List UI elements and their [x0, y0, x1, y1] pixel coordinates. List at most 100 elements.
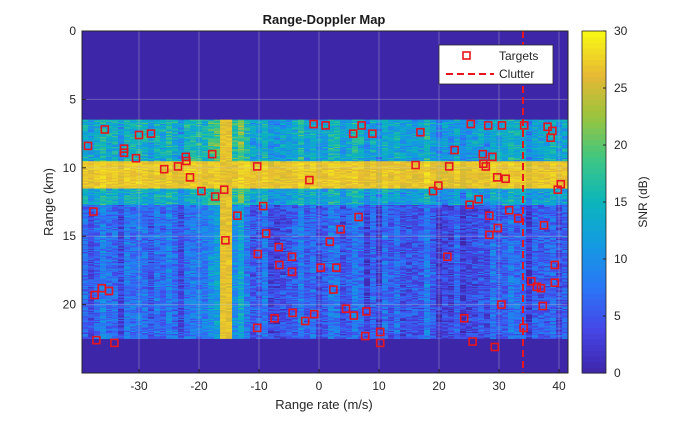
heatmap-cell	[532, 126, 539, 128]
heatmap-cell	[370, 120, 377, 123]
heatmap-cell	[88, 129, 95, 131]
heatmap-cell	[364, 121, 371, 124]
heatmap-cell	[460, 126, 467, 128]
heatmap-cell	[352, 128, 359, 130]
heatmap-cell	[466, 128, 473, 130]
heatmap-cell	[550, 128, 557, 130]
heatmap-cell	[484, 122, 491, 125]
heatmap-cell	[472, 122, 479, 125]
heatmap-cell	[388, 127, 395, 129]
heatmap-cell	[454, 126, 461, 128]
heatmap-cell	[148, 128, 155, 130]
heatmap-cell	[154, 121, 161, 124]
heatmap-cell	[556, 121, 563, 124]
heatmap-cell	[136, 125, 143, 127]
heatmap-cell	[424, 119, 431, 122]
heatmap-cell	[364, 126, 371, 128]
heatmap-cell	[508, 126, 515, 128]
heatmap-cell	[532, 124, 539, 126]
heatmap-cell	[526, 121, 533, 124]
heatmap-cell	[328, 125, 335, 127]
heatmap-cell	[544, 119, 551, 122]
heatmap-cell	[106, 127, 113, 129]
heatmap-cell	[160, 125, 167, 127]
heatmap-cell	[208, 122, 215, 125]
heatmap-cell	[208, 130, 215, 133]
heatmap-cell	[118, 128, 125, 130]
heatmap-cell	[478, 124, 485, 126]
heatmap-cell	[322, 122, 329, 125]
heatmap-cell	[118, 122, 125, 125]
heatmap-cell	[334, 125, 341, 127]
heatmap-cell	[226, 125, 233, 127]
heatmap-cell	[406, 122, 413, 125]
heatmap-cell	[538, 121, 545, 124]
heatmap-cell	[550, 121, 557, 124]
heatmap-cell	[214, 127, 221, 129]
heatmap-cell	[100, 119, 107, 122]
heatmap-cell	[100, 128, 107, 130]
heatmap-cell	[388, 122, 395, 125]
heatmap-cell	[310, 120, 317, 123]
heatmap-cell	[226, 126, 233, 128]
heatmap-cell	[112, 120, 119, 123]
heatmap-cell	[172, 129, 179, 131]
heatmap-cell	[316, 119, 323, 122]
heatmap-cell	[196, 130, 203, 133]
heatmap-cell	[202, 121, 209, 124]
heatmap-cell	[352, 124, 359, 126]
heatmap-cell	[238, 120, 245, 123]
heatmap-cell	[478, 119, 485, 122]
heatmap-cell	[508, 120, 515, 123]
heatmap-cell	[490, 122, 497, 125]
heatmap-cell	[172, 125, 179, 127]
heatmap-cell	[220, 122, 227, 125]
heatmap-cell	[124, 125, 131, 127]
heatmap-cell	[406, 128, 413, 130]
heatmap-cell	[406, 126, 413, 128]
heatmap-cell	[142, 120, 149, 123]
heatmap-cell	[214, 122, 221, 125]
heatmap-cell	[430, 119, 437, 122]
heatmap-cell	[388, 126, 395, 128]
heatmap-cell	[322, 125, 329, 127]
heatmap-cell	[208, 128, 215, 130]
heatmap-cell	[262, 124, 269, 126]
heatmap-cell	[202, 119, 209, 122]
heatmap-cell	[154, 122, 161, 125]
heatmap-cell	[442, 127, 449, 129]
heatmap-cell	[388, 120, 395, 123]
heatmap-cell	[394, 119, 401, 122]
heatmap-cell	[178, 127, 185, 129]
heatmap-cell	[136, 127, 143, 129]
heatmap-cell	[460, 122, 467, 125]
heatmap-cell	[436, 122, 443, 125]
heatmap-cell	[322, 126, 329, 128]
heatmap-cell	[364, 120, 371, 123]
heatmap-cell	[220, 127, 227, 129]
heatmap-cell	[220, 125, 227, 127]
heatmap-cell	[436, 121, 443, 124]
heatmap-cell	[166, 130, 173, 133]
heatmap-cell	[226, 124, 233, 126]
heatmap-cell	[418, 121, 425, 124]
heatmap-cell	[346, 122, 353, 125]
heatmap-cell	[514, 122, 521, 125]
heatmap-cell	[472, 128, 479, 130]
heatmap-cell	[340, 129, 347, 131]
heatmap-cell	[208, 125, 215, 127]
heatmap-cell	[142, 126, 149, 128]
heatmap-cell	[418, 125, 425, 127]
heatmap-cell	[82, 124, 89, 126]
heatmap-cell	[130, 128, 137, 130]
heatmap-cell	[184, 130, 191, 133]
heatmap-cell	[238, 119, 245, 122]
heatmap-cell	[448, 122, 455, 125]
heatmap-cell	[292, 119, 299, 122]
heatmap-cell	[286, 129, 293, 131]
heatmap-cell	[88, 125, 95, 127]
heatmap-cell	[538, 119, 545, 122]
heatmap-cell	[364, 128, 371, 130]
heatmap-cell	[370, 127, 377, 129]
heatmap-cell	[106, 121, 113, 124]
